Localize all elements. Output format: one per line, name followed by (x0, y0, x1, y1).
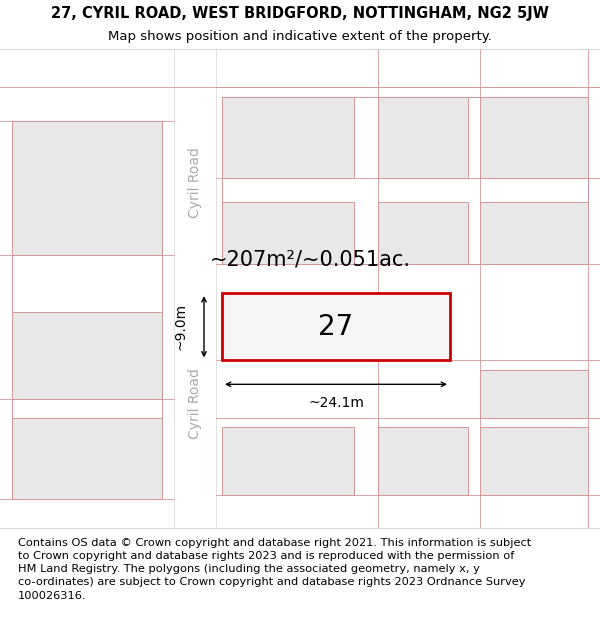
Text: Cyril Road: Cyril Road (188, 368, 202, 439)
Bar (12, 121, 162, 499)
Text: Cyril Road: Cyril Road (188, 148, 202, 218)
Bar (222, 97, 588, 264)
Bar (12, 418, 162, 499)
Bar (480, 97, 588, 178)
Bar (378, 428, 468, 494)
Bar (480, 428, 588, 494)
Text: Map shows position and indicative extent of the property.: Map shows position and indicative extent… (108, 29, 492, 42)
Text: 27: 27 (319, 312, 353, 341)
Bar (480, 370, 588, 418)
Text: ~24.1m: ~24.1m (308, 396, 364, 411)
Bar (378, 202, 468, 264)
Text: 27, CYRIL ROAD, WEST BRIDGFORD, NOTTINGHAM, NG2 5JW: 27, CYRIL ROAD, WEST BRIDGFORD, NOTTINGH… (51, 6, 549, 21)
Text: ~207m²/~0.051ac.: ~207m²/~0.051ac. (210, 249, 411, 269)
Bar (12, 121, 162, 255)
Bar (222, 97, 354, 178)
Bar (222, 202, 354, 264)
Text: ~9.0m: ~9.0m (173, 303, 187, 351)
Bar (222, 293, 450, 361)
Bar (222, 428, 354, 494)
Bar (378, 97, 468, 178)
Text: Contains OS data © Crown copyright and database right 2021. This information is : Contains OS data © Crown copyright and d… (18, 538, 531, 601)
Bar (480, 202, 588, 264)
Bar (12, 312, 162, 399)
